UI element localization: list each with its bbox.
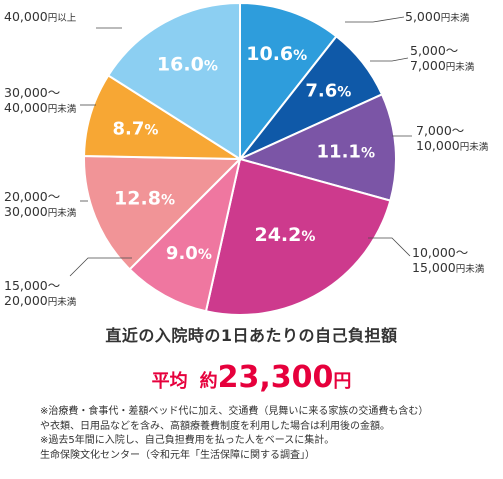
chart-title: 直近の入院時の1日あたりの自己負担額 — [105, 326, 398, 345]
pie-slice — [204, 157, 392, 316]
slice-value-label: 12.8% — [114, 188, 175, 210]
pie-chart: 10.6% 7.6% 11.1% 24.2% 9.0% 12.8% 8.7% 16.0% 5,… — [4, 1, 489, 316]
average-cost: 平均 約23,300円 — [0, 360, 503, 395]
average-approx: 約 — [199, 371, 218, 392]
pie-slice — [128, 155, 242, 313]
leader-line — [368, 237, 411, 257]
category-label: 5,000〜 7,000円未満 — [410, 43, 475, 73]
footnote-line: 生命保険文化センター（令和元年「生活保障に関する調査」） — [40, 449, 315, 461]
slice-value-label: 7.6% — [305, 81, 351, 102]
footnotes: ※治療費・食事代・差額ベッド代に加え、交通費（見舞いに来る家族の交通費も含む） … — [40, 405, 500, 463]
average-label: 平均 — [151, 371, 188, 392]
leader-line — [370, 57, 409, 62]
pie-slice — [239, 1, 338, 162]
slice-value-label: 10.6% — [246, 43, 307, 65]
average-unit: 円 — [333, 371, 352, 392]
category-label: 15,000〜 20,000円未満 — [4, 278, 77, 308]
footnote-line: ※過去5年間に入院し、自己負担費用を払った人をベースに集計。 — [40, 435, 335, 446]
category-label: 30,000〜 40,000円未満 — [4, 85, 77, 115]
category-label: 10,000〜 15,000円未満 — [412, 245, 485, 275]
leader-line — [69, 257, 132, 277]
slice-value-label: 24.2% — [254, 224, 315, 246]
pie-slice — [83, 74, 244, 161]
average-amount: 23,300 — [217, 360, 334, 395]
footnote-line: や衣類、日用品などを含み、高額療養費制度を利用した場合は利用後の金額。 — [40, 420, 390, 432]
footnote-line: ※治療費・食事代・差額ベッド代に加え、交通費（見舞いに来る家族の交通費も含む） — [40, 406, 429, 417]
slice-value-label: 8.7% — [112, 119, 158, 140]
slice-value-label: 9.0% — [166, 243, 212, 264]
leader-line — [345, 16, 405, 23]
pie-slice — [237, 93, 397, 202]
category-label: 20,000〜 30,000円未満 — [4, 189, 77, 219]
slice-value-label: 16.0% — [157, 53, 218, 75]
slice-value-label: 11.1% — [317, 142, 375, 163]
pie-slice — [106, 1, 241, 161]
category-label: 40,000円以上 — [4, 9, 77, 24]
pie-slice — [83, 155, 243, 271]
category-label: 7,000〜 10,000円未満 — [416, 123, 489, 153]
category-label: 5,000円未満 — [405, 9, 470, 24]
